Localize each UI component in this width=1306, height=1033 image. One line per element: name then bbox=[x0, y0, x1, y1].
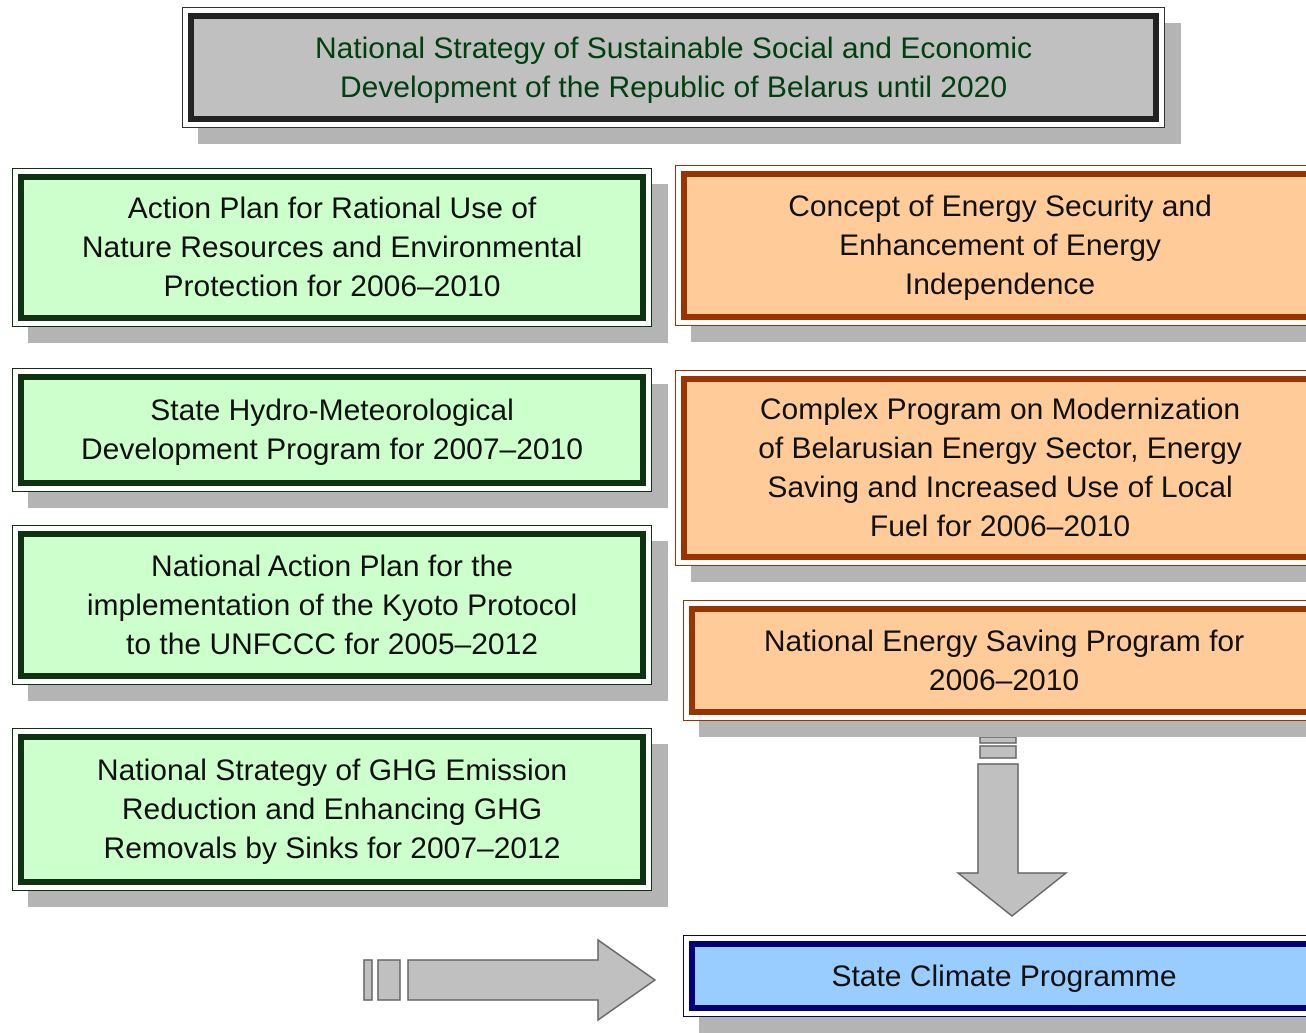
node-body: Complex Program on Modernization of Belar… bbox=[681, 376, 1306, 560]
node-label: Fuel for 2006–2010 bbox=[869, 510, 1131, 543]
node-body: National Strategy of GHG Emission Reducti… bbox=[18, 734, 646, 885]
node-body: Concept of Energy Security and Enhancemen… bbox=[681, 171, 1306, 320]
node-box: National Energy Saving Program for 2006–2… bbox=[683, 600, 1306, 721]
node-label: Development Program for 2007–2010 bbox=[81, 433, 583, 466]
node-body: National Strategy of Sustainable Social … bbox=[188, 13, 1159, 122]
node-label: Enhancement of Energy bbox=[839, 229, 1161, 262]
node-label: to the UNFCCC for 2005–2012 bbox=[126, 627, 538, 661]
node-label: State Climate Programme bbox=[831, 959, 1177, 993]
node-body: State Climate Programme bbox=[689, 941, 1306, 1011]
node-label: Removals by Sinks for 2007–2012 bbox=[103, 832, 561, 865]
node-box: National Strategy of GHG Emission Reducti… bbox=[12, 728, 652, 891]
node-body: National Energy Saving Program for 2006–2… bbox=[689, 606, 1306, 715]
node-box: National Action Plan for the implementati… bbox=[12, 525, 652, 685]
arrow-dash bbox=[979, 736, 1017, 744]
node-box: Action Plan for Rational Use of Nature Re… bbox=[12, 168, 652, 327]
node-label: Saving and Increased Use of Local bbox=[767, 471, 1233, 504]
node-body: National Action Plan for the implementati… bbox=[18, 531, 646, 679]
node-label: State Hydro-Meteorological bbox=[150, 394, 514, 427]
arrow-dash bbox=[363, 959, 373, 1001]
node-box: Concept of Energy Security and Enhancemen… bbox=[675, 165, 1306, 326]
node-box: State Climate Programme bbox=[683, 935, 1306, 1017]
node-label: Nature Resources and Environmental bbox=[81, 231, 583, 264]
node-body: State Hydro-Meteorological Development Pr… bbox=[18, 374, 646, 486]
node-label: Protection for 2006–2010 bbox=[163, 270, 501, 303]
node-label: Independence bbox=[904, 268, 1096, 301]
node-body: Action Plan for Rational Use of Nature Re… bbox=[18, 174, 646, 321]
node-label: National Strategy of Sustainable Social … bbox=[314, 31, 1033, 65]
node-label: National Strategy of GHG Emission bbox=[96, 754, 568, 787]
node-box: National Strategy of Sustainable Social … bbox=[182, 7, 1165, 128]
arrow-dash bbox=[979, 745, 1017, 759]
down-arrow bbox=[955, 763, 1069, 917]
node-label: National Action Plan for the bbox=[151, 549, 513, 583]
node-label: National Energy Saving Program for bbox=[763, 624, 1245, 658]
node-label: Complex Program on Modernization bbox=[759, 393, 1241, 426]
arrow-dash bbox=[377, 959, 401, 1001]
node-label: Concept of Energy Security and bbox=[788, 190, 1212, 223]
node-box: State Hydro-Meteorological Development Pr… bbox=[12, 368, 652, 492]
node-label: implementation of the Kyoto Protocol bbox=[86, 588, 578, 622]
node-label: 2006–2010 bbox=[928, 663, 1080, 697]
node-label: Action Plan for Rational Use of bbox=[127, 192, 537, 225]
node-label: Development of the Republic of Belarus u… bbox=[339, 70, 1008, 104]
node-label: Reduction and Enhancing GHG bbox=[121, 793, 543, 826]
node-box: Complex Program on Modernization of Belar… bbox=[675, 370, 1306, 566]
node-label: of Belarusian Energy Sector, Energy bbox=[758, 432, 1242, 465]
right-arrow bbox=[407, 938, 657, 1022]
